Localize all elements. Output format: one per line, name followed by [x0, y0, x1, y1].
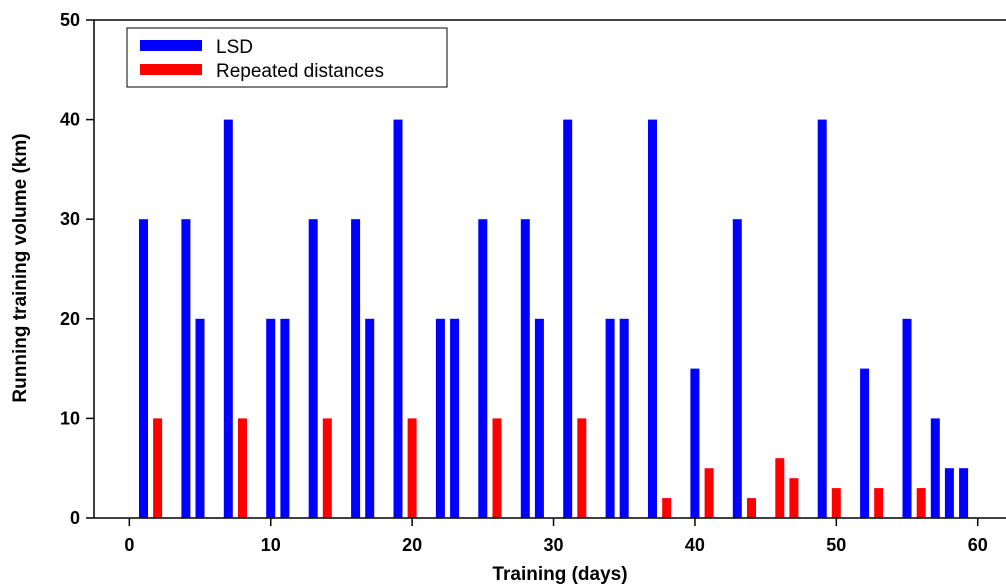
repeated-distances-bar [831, 488, 841, 518]
lsd-bar [520, 219, 530, 518]
repeated-distances-bar [789, 478, 799, 518]
lsd-bar [266, 318, 276, 518]
repeated-distances-bar [577, 418, 587, 518]
lsd-bar [563, 119, 573, 518]
lsd-bar [365, 318, 375, 518]
repeated-distances-bar [916, 488, 926, 518]
lsd-bar [605, 318, 615, 518]
legend-swatch-repeated [140, 64, 202, 75]
x-tick-label: 60 [968, 535, 988, 555]
legend-box [126, 27, 448, 88]
lsd-bar [435, 318, 445, 518]
lsd-bar [181, 219, 191, 518]
lsd-bar [280, 318, 290, 518]
x-tick-label: 30 [544, 535, 564, 555]
repeated-distances-bar [775, 458, 785, 518]
repeated-distances-bar [322, 418, 332, 518]
axes-layer [93, 19, 1006, 519]
lsd-bar [223, 119, 233, 518]
y-axis-title: Running training volume (km) [10, 133, 31, 402]
y-tick-label: 30 [60, 209, 80, 229]
y-tick-label: 40 [60, 110, 80, 130]
y-tick-label: 20 [60, 309, 80, 329]
y-tick-label: 50 [60, 10, 80, 30]
lsd-bar [478, 219, 488, 518]
lsd-bar [534, 318, 544, 518]
repeated-distances-bar [238, 418, 247, 518]
lsd-bar [902, 318, 912, 518]
y-ticks: 0 10 20 30 40 50 [60, 10, 94, 528]
repeated-distances-bar [492, 418, 502, 518]
lsd-bar [308, 219, 318, 518]
repeated-distances-bar [704, 468, 714, 518]
lsd-bar [817, 119, 827, 518]
lsd-bar [195, 318, 205, 518]
x-tick-label: 50 [826, 535, 846, 555]
repeated-distances-bar [662, 498, 672, 518]
repeated-distances-bar [407, 418, 417, 518]
y-tick-label: 10 [60, 408, 80, 428]
lsd-bar [930, 418, 940, 518]
legend-swatch-lsd [140, 40, 202, 51]
bars-layer [139, 119, 969, 518]
lsd-bar [351, 219, 361, 518]
x-ticks: 0 10 20 30 40 50 60 [124, 518, 988, 555]
repeated-distances-bar [747, 498, 756, 518]
lsd-bar [690, 368, 700, 518]
lsd-bar [450, 318, 460, 518]
repeated-distances-bar [874, 488, 884, 518]
lsd-bar [732, 219, 742, 518]
lsd-bar [139, 219, 148, 518]
lsd-bar [860, 368, 870, 518]
x-tick-label: 40 [685, 535, 705, 555]
x-tick-label: 20 [402, 535, 422, 555]
lsd-bar [393, 119, 403, 518]
legend-label-lsd: LSD [216, 37, 253, 58]
repeated-distances-bar [153, 418, 163, 518]
x-axis-title: Training (days) [492, 564, 627, 585]
lsd-bar [619, 318, 629, 518]
lsd-bar [959, 468, 969, 518]
x-tick-label: 10 [261, 535, 281, 555]
legend-label-repeated: Repeated distances [216, 61, 384, 82]
lsd-bar [944, 468, 954, 518]
x-tick-label: 0 [124, 535, 134, 555]
legend: LSD Repeated distances [126, 27, 448, 88]
y-tick-label: 0 [70, 508, 80, 528]
lsd-bar [648, 119, 657, 518]
